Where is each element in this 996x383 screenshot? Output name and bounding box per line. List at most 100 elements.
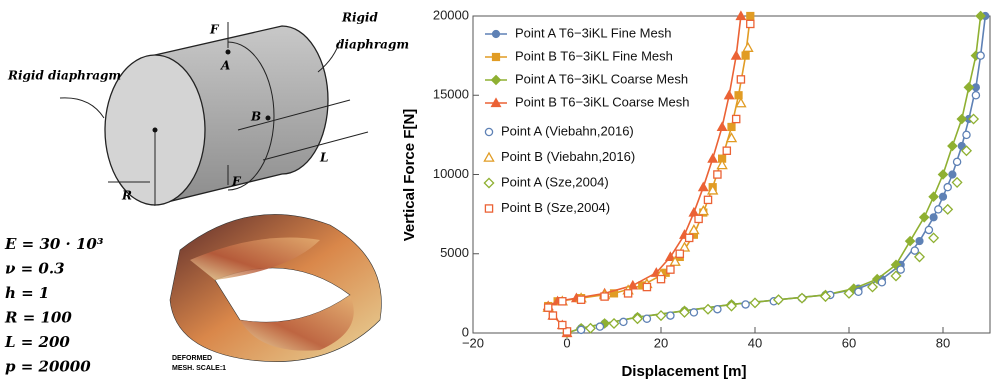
legend-label: Point A T6−3iKL Coarse Mesh: [515, 71, 688, 86]
marker: [596, 323, 603, 330]
marker: [855, 288, 862, 295]
marker: [708, 154, 717, 162]
parameter: E = 30 · 10³: [4, 235, 104, 253]
parameter: h = 1: [5, 284, 49, 302]
marker: [948, 141, 957, 150]
label: Rigid diaphragm: [7, 69, 121, 83]
mesh-caption: MESH. SCALE:1: [172, 365, 226, 372]
marker: [578, 296, 585, 303]
marker: [911, 247, 918, 254]
marker: [963, 131, 970, 138]
marker: [690, 309, 697, 316]
marker: [559, 298, 566, 305]
marker: [906, 236, 915, 245]
marker: [954, 158, 961, 165]
marker: [643, 283, 650, 290]
legend-marker: [485, 128, 492, 135]
marker: [953, 178, 962, 187]
series-line: [567, 16, 981, 333]
figure: F A Rigid diaphragm Rigid diaphragm B L …: [0, 0, 996, 383]
x-tick-label: 40: [748, 335, 762, 350]
label: Rigid: [341, 11, 378, 25]
marker: [676, 250, 683, 257]
marker: [939, 193, 946, 200]
point-a: [226, 50, 231, 55]
legend-marker: [491, 75, 500, 84]
legend-label: Point B T6−3iKL Coarse Mesh: [515, 94, 690, 109]
marker: [929, 233, 938, 242]
marker: [925, 226, 932, 233]
cylinder-diagram: F A Rigid diaphragm Rigid diaphragm B L …: [7, 11, 409, 206]
leader: [60, 98, 104, 118]
marker: [559, 321, 566, 328]
marker: [714, 306, 721, 313]
y-tick-label: 15000: [433, 87, 469, 102]
marker: [657, 276, 664, 283]
marker: [916, 237, 923, 244]
marker: [656, 311, 665, 320]
x-tick-label: 60: [842, 335, 856, 350]
marker: [725, 91, 734, 99]
legend-marker: [484, 153, 493, 161]
marker: [957, 114, 966, 123]
label: A: [220, 59, 230, 73]
legend-label: Point B T6−3iKL Fine Mesh: [515, 48, 673, 63]
marker: [943, 205, 952, 214]
marker: [625, 290, 632, 297]
marker: [949, 171, 956, 178]
y-tick-label: 0: [462, 324, 469, 339]
marker: [714, 171, 721, 178]
marker: [695, 215, 702, 222]
legend-marker: [492, 53, 499, 60]
chart: Displacement [m] Vertical Force F[N] −20…: [401, 7, 990, 380]
marker: [549, 312, 556, 319]
marker: [935, 206, 942, 213]
legend-marker: [492, 30, 499, 37]
marker: [972, 92, 979, 99]
y-tick-label: 20000: [433, 7, 469, 22]
marker: [728, 123, 735, 130]
marker: [643, 315, 650, 322]
marker: [667, 266, 674, 273]
marker: [686, 234, 693, 241]
center-dot: [153, 128, 158, 133]
legend-marker: [484, 178, 493, 187]
marker: [733, 115, 740, 122]
marker: [929, 192, 938, 201]
legend-label: Point B (Viebahn,2016): [501, 149, 635, 164]
marker: [601, 293, 608, 300]
marker: [742, 52, 749, 59]
marker: [578, 326, 585, 333]
marker: [977, 52, 984, 59]
parameter: p = 20000: [5, 358, 91, 376]
marker: [747, 12, 754, 19]
marker: [964, 83, 973, 92]
marker: [620, 318, 627, 325]
mesh-caption: DEFORMED: [172, 355, 212, 362]
y-axis-label: Vertical Force F[N]: [401, 109, 418, 242]
deformed-mesh: DEFORMED MESH. SCALE:1: [170, 214, 381, 371]
marker: [732, 51, 741, 59]
label: B: [250, 110, 261, 124]
marker: [743, 43, 752, 51]
marker: [545, 304, 552, 311]
parameter: L = 200: [4, 333, 70, 351]
marker: [920, 213, 929, 222]
point-b: [266, 116, 271, 121]
parameter: ν = 0.3: [5, 260, 65, 278]
marker: [944, 184, 951, 191]
parameter: R = 100: [4, 309, 72, 327]
legend-label: Point A (Viebahn,2016): [501, 123, 634, 138]
marker: [742, 301, 749, 308]
y-tick-label: 10000: [433, 166, 469, 181]
marker: [930, 214, 937, 221]
label: R: [121, 189, 132, 203]
legend-label: Point A (Sze,2004): [501, 174, 609, 189]
marker: [667, 312, 674, 319]
label: L: [319, 151, 328, 165]
marker: [737, 76, 744, 83]
y-tick-label: 5000: [440, 245, 469, 260]
label: F: [231, 175, 242, 189]
marker: [878, 279, 885, 286]
x-tick-label: 20: [654, 335, 668, 350]
